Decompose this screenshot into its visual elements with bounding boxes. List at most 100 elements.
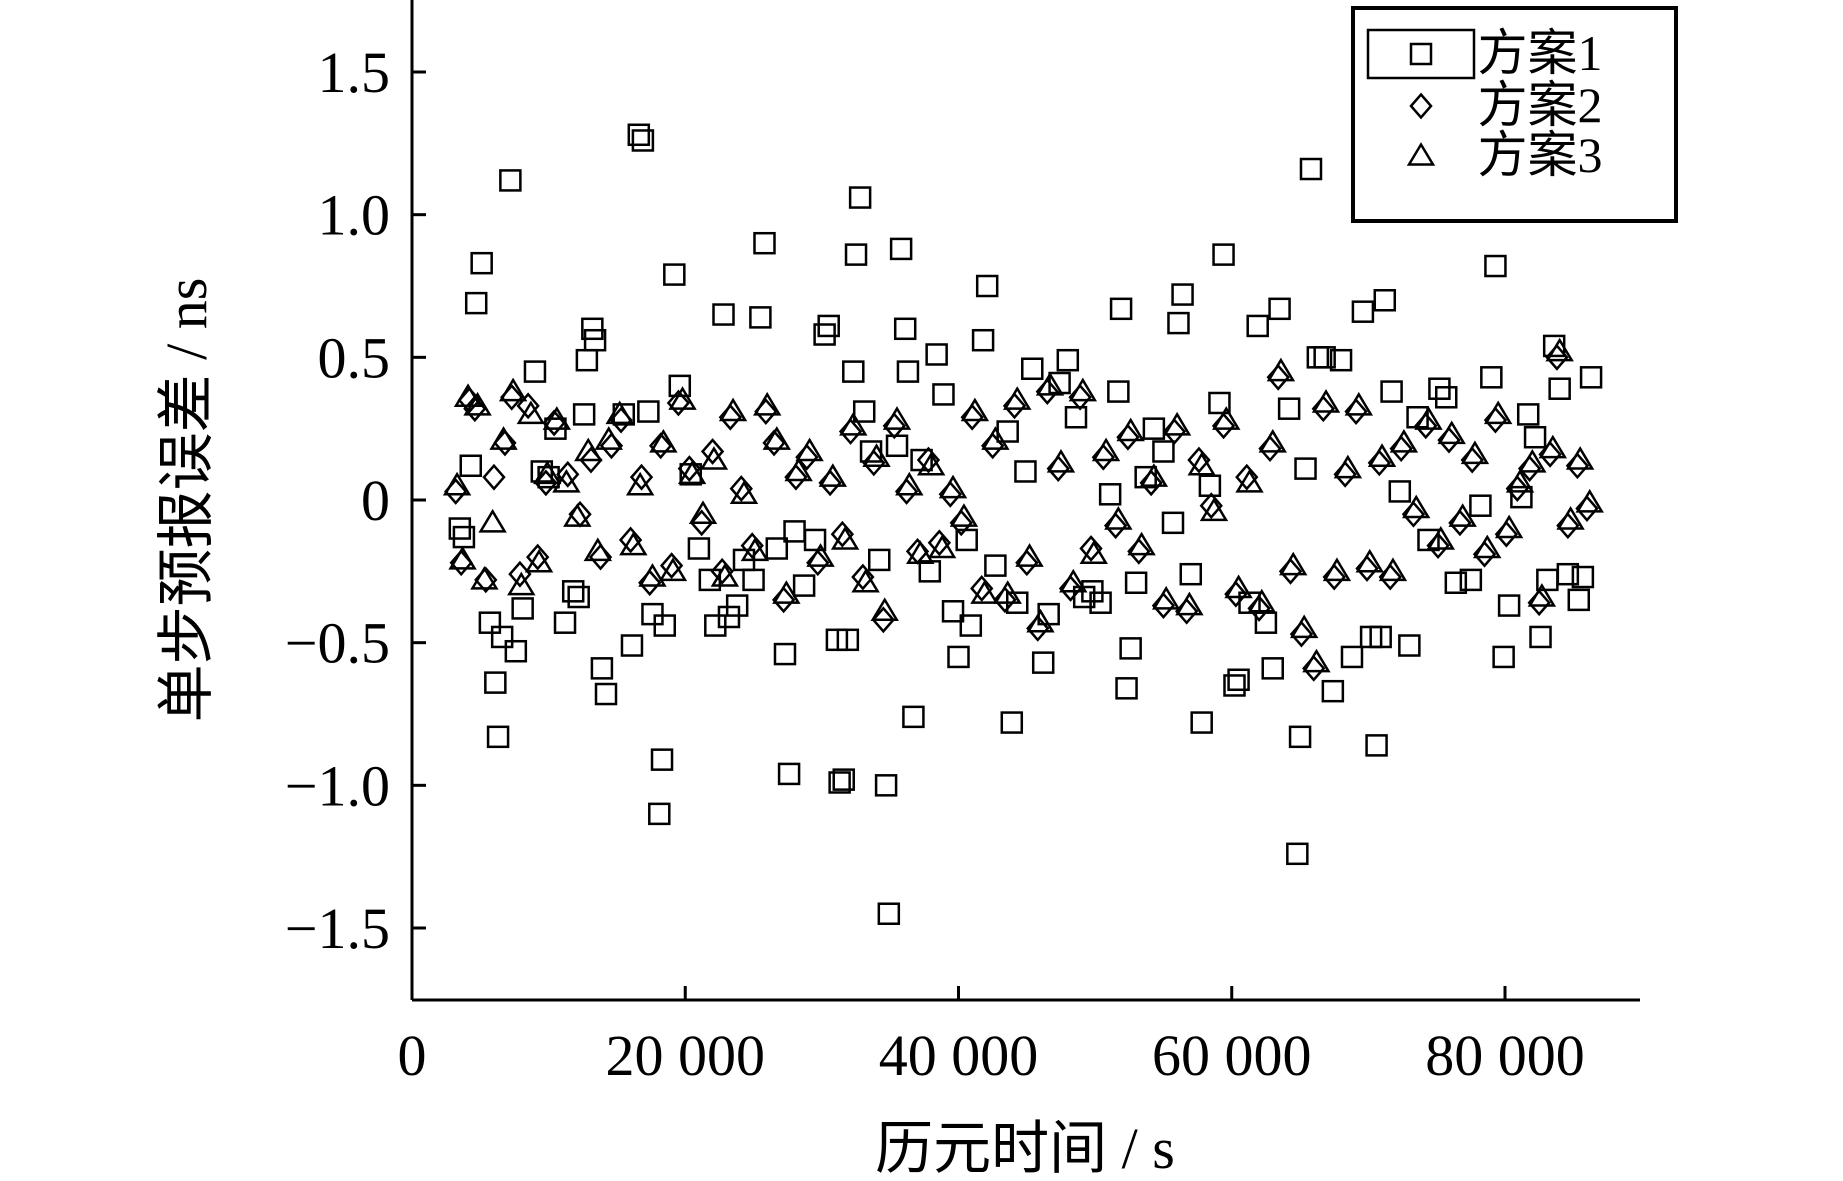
series-1-point	[523, 360, 547, 383]
series-1-point	[641, 602, 664, 626]
series-1-point	[1329, 348, 1353, 372]
series-3-point	[1414, 406, 1443, 430]
series-1-point	[947, 645, 970, 669]
series-1-point	[1021, 357, 1044, 380]
series-1-point	[687, 537, 711, 560]
series-3-point	[1068, 377, 1098, 402]
series-3-point	[993, 580, 1022, 604]
series-1-point	[1064, 406, 1088, 429]
series-2-point	[526, 543, 550, 571]
series-1-point	[813, 323, 836, 346]
series-3-point	[772, 580, 801, 604]
series-1-point	[637, 400, 660, 423]
series-1-point	[1171, 283, 1194, 306]
series-3-point	[1575, 488, 1604, 513]
series-1-point	[1208, 391, 1231, 415]
data-marks	[442, 123, 1604, 925]
series-3-point	[1344, 391, 1374, 416]
x-tick-label: 40 000	[879, 1023, 1039, 1088]
series-3-point	[489, 426, 518, 450]
series-1-point	[1268, 297, 1291, 321]
series-1-point	[918, 560, 942, 583]
series-3-point	[478, 508, 507, 533]
series-3-point	[830, 526, 860, 550]
series-3-point	[1224, 574, 1253, 599]
series-1-point	[1190, 711, 1213, 734]
legend-marker-2	[1409, 92, 1433, 120]
series-1-point	[1288, 725, 1312, 749]
series-3-point	[1494, 514, 1524, 539]
series-1-point	[1056, 348, 1080, 372]
series-3	[442, 337, 1604, 673]
series-3-point	[818, 463, 848, 487]
series-1-point	[1286, 842, 1309, 866]
series-3-point	[1389, 429, 1419, 453]
series-3-point	[552, 468, 581, 493]
series-1-point	[1321, 679, 1345, 703]
series-2-point	[629, 463, 654, 491]
series-1-point	[859, 440, 883, 463]
series-2-point	[556, 460, 580, 488]
series-3-point	[1175, 591, 1204, 616]
series-1-point	[817, 314, 840, 338]
series-1-point	[1098, 483, 1122, 506]
series-3-point	[658, 557, 688, 582]
series-2-point	[666, 389, 691, 417]
series-3-point	[442, 471, 472, 496]
series-2-point	[710, 557, 734, 585]
series-1-point	[1254, 611, 1278, 634]
series-1-point	[1142, 417, 1166, 440]
series-1-point	[1548, 377, 1571, 400]
series-1-point	[663, 263, 686, 286]
series-1-point	[1340, 645, 1364, 669]
series-3-point	[677, 460, 707, 485]
series-2-point	[970, 575, 994, 602]
series-1-point	[1246, 314, 1269, 338]
series-1-point	[1198, 474, 1222, 497]
series-1-point	[1313, 346, 1336, 369]
series-3-point	[1473, 534, 1502, 559]
series-3-point	[699, 446, 729, 470]
series-1-point	[1480, 366, 1503, 389]
series-3-point	[470, 565, 499, 590]
series-1-point	[1492, 645, 1515, 669]
series-3-point	[1505, 468, 1535, 493]
series-1-point	[1556, 562, 1580, 586]
series-3-point	[1518, 448, 1547, 473]
series-1-point	[792, 574, 816, 597]
series-3-point	[688, 500, 718, 525]
legend-label-1: 方案1	[1478, 25, 1603, 81]
series-3-point	[1311, 389, 1341, 413]
series-3-point	[1367, 443, 1397, 467]
x-tick-label: 80 000	[1425, 1023, 1585, 1088]
series-1-point	[1444, 571, 1468, 594]
series-3-point	[453, 383, 483, 408]
series-1-point	[1388, 480, 1412, 503]
x-tick-label: 0	[398, 1023, 427, 1088]
series-3-point	[1235, 468, 1264, 493]
series-1-point	[553, 611, 577, 634]
series-1-point	[1373, 289, 1397, 312]
ticks: 1.51.00.50−0.5−1.0−1.50 20 000 40 000 60 00…	[285, 40, 1585, 1088]
series-1-point	[844, 243, 868, 266]
series-1-point	[1000, 711, 1024, 734]
series-3-point	[1460, 440, 1490, 465]
legend-swatch-frame	[1366, 28, 1476, 80]
series-1-point	[1523, 425, 1547, 449]
series-3-point	[507, 571, 536, 596]
series-1-point	[1567, 588, 1591, 612]
series-2-point	[871, 606, 896, 634]
series-1-point	[1398, 634, 1421, 657]
series-1-point	[1299, 157, 1323, 181]
series-1-point	[1542, 334, 1566, 358]
series-2-point	[740, 532, 764, 560]
series-3-point	[895, 471, 924, 496]
series-3-point	[1378, 557, 1408, 582]
legend-marker-1	[1409, 42, 1433, 66]
series-1-point	[1109, 297, 1133, 321]
x-axis-title: 历元时间 / s	[875, 1116, 1175, 1181]
series-1-point	[704, 614, 727, 637]
series-1-point	[1497, 594, 1521, 617]
series-2-point	[618, 526, 643, 554]
y-axis-title: 单步预报误差 / ns	[154, 278, 219, 723]
